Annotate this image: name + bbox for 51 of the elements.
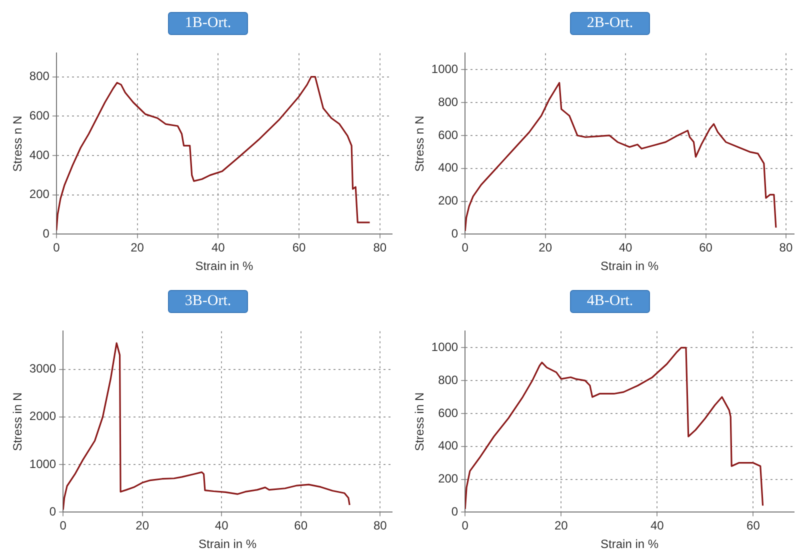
y-tick-label: 200 xyxy=(438,472,458,486)
x-axis-title: Strain in % xyxy=(600,259,659,274)
chart-title: 2B-Ort. xyxy=(570,12,650,35)
y-tick-label: 200 xyxy=(29,187,50,202)
chart-title: 1B-Ort. xyxy=(168,12,248,35)
y-tick-label: 0 xyxy=(42,226,50,241)
chart-title: 4B-Ort. xyxy=(570,290,650,313)
y-axis-title: Stress n N xyxy=(10,116,25,172)
y-axis-title: Stress n N xyxy=(412,116,427,172)
y-tick-label: 800 xyxy=(438,94,458,109)
x-tick-label: 20 xyxy=(538,240,552,255)
x-tick-label: 60 xyxy=(292,240,306,255)
x-tick-label: 80 xyxy=(779,240,793,255)
y-tick-label: 0 xyxy=(451,226,458,241)
y-tick-label: 0 xyxy=(49,504,56,519)
chart-title: 3B-Ort. xyxy=(168,290,248,313)
x-axis-title: Strain in % xyxy=(195,259,254,274)
y-tick-label: 2000 xyxy=(29,409,56,424)
y-axis-title: Stress in N xyxy=(412,392,427,452)
y-tick-label: 1000 xyxy=(431,62,458,76)
y-tick-label: 600 xyxy=(29,108,50,122)
x-tick-label: 40 xyxy=(214,518,229,533)
y-tick-label: 800 xyxy=(438,372,458,387)
y-tick-label: 600 xyxy=(438,128,458,142)
y-tick-label: 1000 xyxy=(431,340,458,354)
x-tick-label: 20 xyxy=(130,240,144,255)
y-tick-label: 3000 xyxy=(29,362,56,376)
x-tick-label: 60 xyxy=(746,518,760,533)
x-tick-label: 0 xyxy=(60,518,67,533)
y-tick-label: 400 xyxy=(438,438,458,453)
y-tick-label: 600 xyxy=(438,406,458,420)
x-tick-label: 40 xyxy=(650,518,664,533)
x-tick-label: 60 xyxy=(294,518,308,533)
x-tick-label: 0 xyxy=(462,518,469,533)
y-axis-title: Stress in N xyxy=(10,392,25,452)
y-tick-label: 400 xyxy=(29,148,50,162)
x-tick-label: 0 xyxy=(462,240,469,255)
y-tick-label: 200 xyxy=(438,194,458,208)
y-tick-label: 1000 xyxy=(29,456,56,471)
y-tick-label: 400 xyxy=(438,160,458,175)
x-tick-label: 40 xyxy=(211,240,226,255)
x-tick-label: 80 xyxy=(373,240,387,255)
x-tick-label: 60 xyxy=(699,240,713,255)
x-axis-title: Strain in % xyxy=(600,537,659,552)
y-tick-label: 800 xyxy=(29,69,50,84)
x-axis-title: Strain in % xyxy=(198,537,257,552)
y-tick-label: 0 xyxy=(451,504,458,519)
x-tick-label: 20 xyxy=(554,518,568,533)
x-tick-label: 80 xyxy=(373,518,388,533)
x-tick-label: 20 xyxy=(136,518,150,533)
x-tick-label: 40 xyxy=(618,240,633,255)
